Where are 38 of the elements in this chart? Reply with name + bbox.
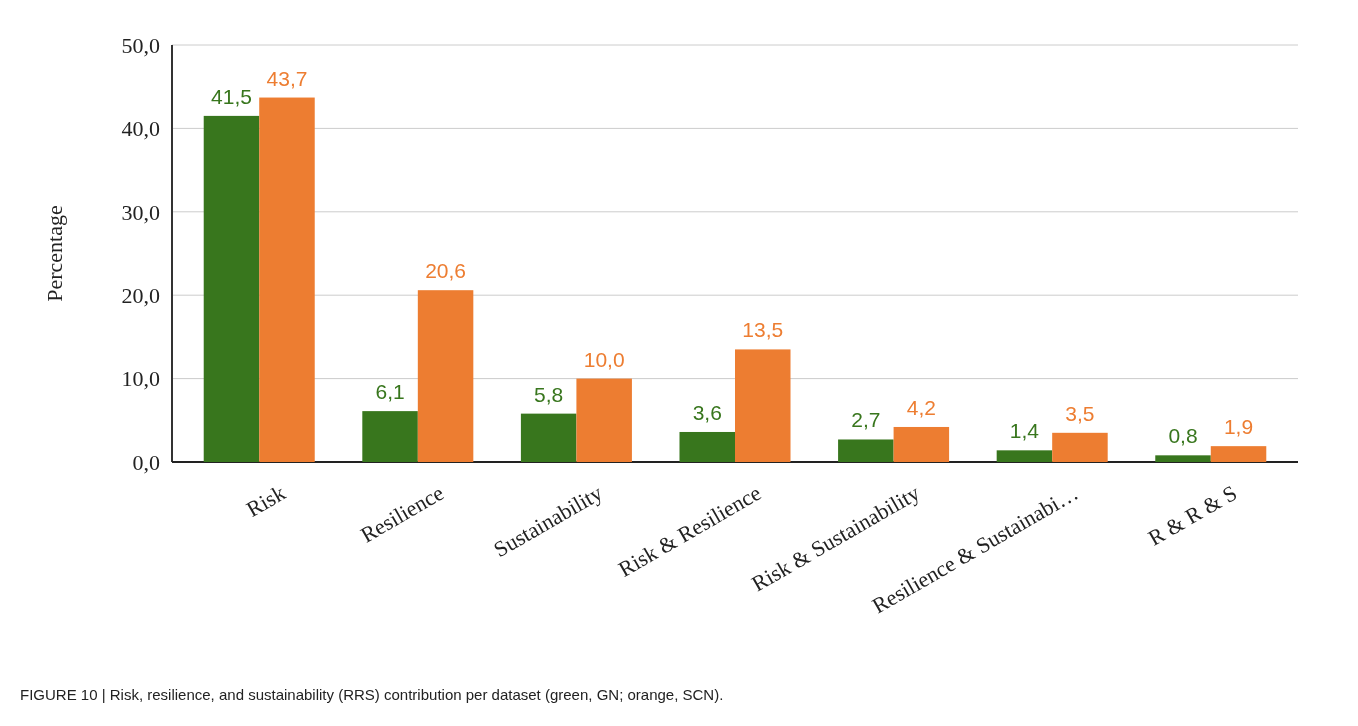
data-label: 0,8 [1168,424,1198,448]
bar [362,411,418,462]
data-label: 20,6 [425,259,467,283]
data-label: 41,5 [211,84,252,108]
y-tick-label: 50,0 [121,32,160,58]
bar [576,378,632,462]
data-label: 6,1 [375,380,405,404]
bar [520,413,577,462]
data-label: 10,0 [583,347,625,371]
y-tick-label: 10,0 [121,366,160,392]
data-label: 5,8 [534,382,564,406]
bar [1210,446,1267,462]
bar [735,349,791,462]
bar [259,97,315,462]
data-label: 3,6 [692,400,722,424]
data-label: 1,4 [1009,419,1040,443]
y-axis-title: Percentage [42,205,67,302]
x-tick-label: R & R & S [1143,480,1241,551]
bar [417,290,474,462]
y-tick-label: 20,0 [121,282,160,308]
bar [838,439,894,462]
data-label: 43,7 [266,66,308,90]
bar [1155,455,1211,462]
caption: FIGURE 10 | Risk, resilience, and sustainability (RRS) contribution per dataset (green, GN; orange, SCN). [20,686,724,703]
data-label: 2,7 [851,408,881,432]
y-tick-label: 30,0 [121,199,160,225]
data-label: 1,9 [1223,415,1254,439]
bar [996,450,1053,462]
bar [203,115,260,462]
bar [679,431,735,462]
data-label: 13,5 [742,318,784,342]
data-label: 4,2 [906,395,936,419]
y-tick-label: 40,0 [121,116,160,142]
data-label: 3,5 [1065,401,1095,425]
bar [893,426,950,462]
x-tick-label: Risk [241,480,290,522]
bar [1052,432,1108,462]
y-tick-label: 0,0 [132,449,160,475]
